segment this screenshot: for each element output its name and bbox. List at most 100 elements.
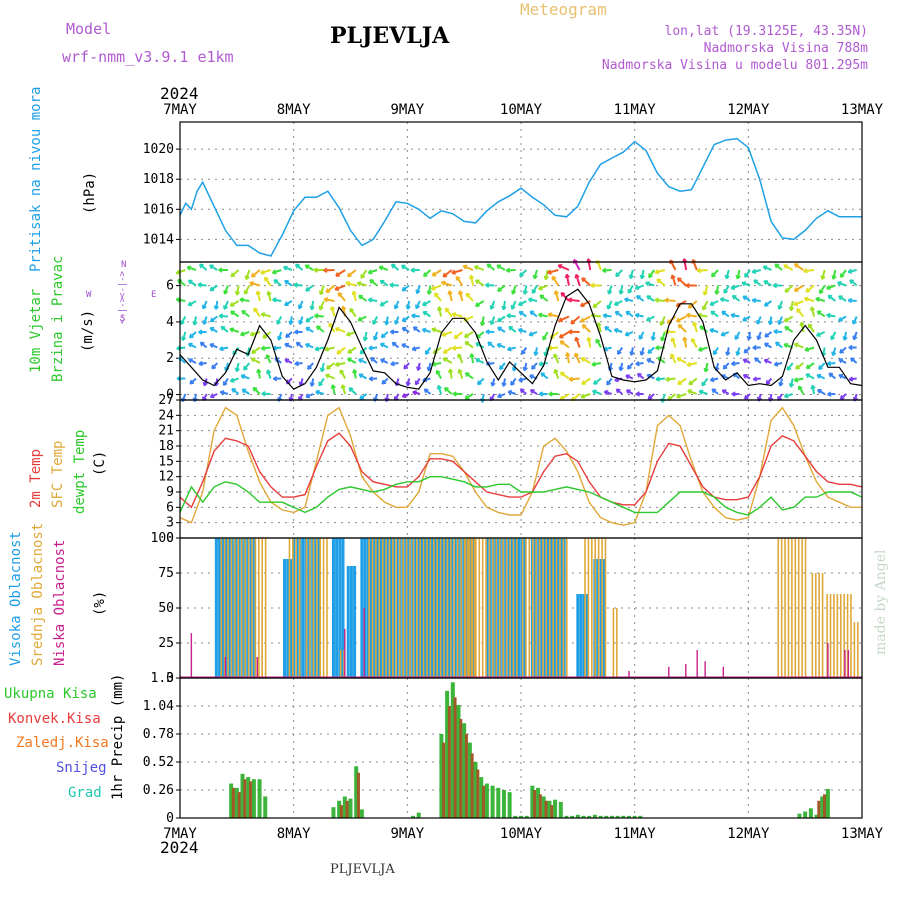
precip-total-bar [638, 815, 643, 818]
wind-arrow [794, 263, 804, 271]
wind-arrow [347, 346, 357, 354]
y-tick-label-precipitation: 0.52 [143, 755, 174, 770]
wind-arrow-head [249, 280, 254, 287]
wind-arrow-head [347, 357, 352, 363]
wind-arrow-head [426, 290, 432, 295]
wind-arrow-head [253, 307, 259, 313]
wind-arrow [357, 315, 367, 322]
wind-arrow-head [213, 305, 219, 310]
wind-arrow-head [650, 336, 656, 341]
wind-arrow-head [334, 361, 340, 368]
wind-arrow [676, 393, 687, 398]
wind-arrow-head [202, 381, 208, 387]
precip-total-bar [490, 785, 495, 818]
wind-arrow-head [698, 389, 704, 395]
precip-total-bar [553, 799, 558, 818]
wind-arrow [251, 346, 261, 354]
wind-arrow-head [359, 395, 365, 400]
wind-arrow-head [380, 358, 385, 364]
wind-arrow-head [734, 335, 740, 340]
wind-arrow [677, 277, 687, 287]
y-tick-label-temperature: 24 [158, 408, 174, 423]
wind-arrow-head [380, 333, 386, 339]
wind-arrow-head [581, 380, 587, 385]
wind-arrow [177, 278, 186, 287]
wind-arrow [597, 322, 602, 333]
wind-arrow [796, 308, 805, 318]
wind-arrow-head [654, 297, 660, 303]
wind-arrow-head [688, 380, 694, 386]
wind-arrow-head [542, 335, 547, 341]
wind-arrow-head [318, 305, 324, 311]
wind-arrow-head [627, 289, 633, 294]
wind-arrow-head [634, 285, 640, 291]
wind-arrow-head [581, 277, 587, 283]
y-tick-label-wind: 4 [166, 315, 174, 330]
wind-arrow-head [314, 346, 320, 352]
y-tick-label-temperature: 18 [158, 439, 174, 454]
wind-arrow [519, 269, 528, 277]
wind-arrow [444, 386, 453, 395]
wind-arrow-head [325, 288, 331, 294]
top-day-label: 8MAY [277, 102, 311, 118]
wind-arrow [816, 310, 826, 318]
wind-arrow-head [805, 364, 811, 370]
precip-total-bar [354, 766, 359, 818]
wind-arrow [229, 327, 239, 333]
wind-arrow-head [849, 279, 855, 285]
wind-arrow [431, 269, 442, 277]
wind-arrow [176, 298, 186, 302]
wind-arrow-head [510, 305, 516, 310]
wind-arrow-head [340, 384, 346, 389]
wind-arrow [442, 346, 453, 354]
wind-arrow-head [188, 333, 194, 339]
wind-arrow [793, 343, 804, 349]
wind-arrow-head [654, 269, 660, 275]
wind-arrow [805, 284, 815, 293]
wind-arrow-head [590, 282, 595, 289]
precip-total-bar [530, 785, 535, 818]
wind-arrow-head [337, 292, 343, 297]
wind-arrow-head [198, 329, 203, 335]
y-tick-label-pressure: 1016 [143, 202, 174, 217]
y-tick-label-temperature: 12 [158, 470, 174, 485]
wind-arrow-head [538, 391, 544, 397]
wind-arrow-head [369, 279, 375, 284]
precip-total-bar [626, 815, 631, 818]
wind-arrow-head [692, 321, 698, 327]
wind-arrow-head [614, 310, 620, 316]
wind-arrow-head [723, 289, 729, 294]
wind-arrow-head [199, 341, 205, 347]
wind-arrow-head [489, 320, 495, 326]
wind-arrow-head [547, 269, 552, 275]
wind-arrow [548, 346, 559, 350]
wind-arrow [510, 300, 517, 310]
bottom-day-label: 11MAY [614, 826, 657, 842]
wind-arrow-head [777, 320, 783, 325]
wind-arrow-head [591, 361, 596, 367]
wind-arrow [235, 285, 240, 296]
wind-arrow-head [507, 389, 513, 396]
precip-total-bar [229, 783, 234, 818]
wind-arrow-head [434, 292, 439, 298]
wind-arrow-head [676, 357, 682, 362]
wind-arrow-head [573, 352, 579, 358]
wind-arrow-head [323, 267, 328, 273]
wind-arrow [558, 315, 570, 322]
precip-total-bar [558, 801, 563, 818]
wind-arrow-head [595, 338, 601, 344]
wind-arrow [304, 264, 314, 271]
wind-arrow-head [401, 317, 407, 322]
wind-arrow-head [804, 346, 810, 353]
wind-arrow-head [786, 366, 792, 371]
precip-total-bar [609, 815, 614, 818]
wind-arrow-head [731, 391, 736, 397]
wind-arrow-head [574, 336, 580, 342]
wind-arrow-head [328, 322, 334, 328]
wind-arrow-head [568, 329, 573, 335]
wind-arrow-head [497, 393, 502, 399]
wind-arrow [818, 284, 826, 295]
wind-arrow-head [756, 320, 762, 325]
lonlat-text: lon,lat (19.3125E, 43.35N) [664, 24, 869, 39]
wind-arrow-head [451, 269, 456, 275]
